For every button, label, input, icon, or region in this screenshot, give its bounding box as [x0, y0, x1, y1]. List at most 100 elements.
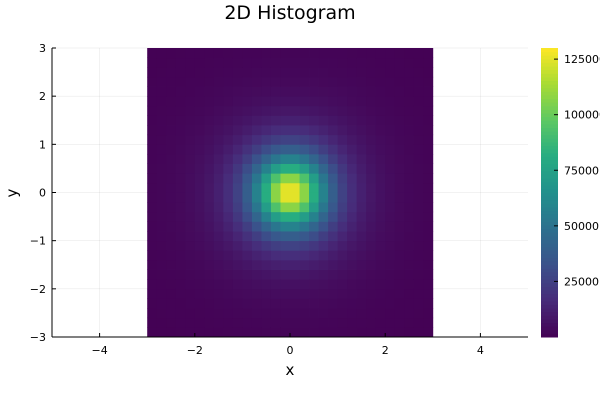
histogram-bin [204, 317, 215, 328]
histogram-bin [347, 269, 358, 280]
histogram-bin [394, 211, 405, 222]
histogram-bin [156, 86, 167, 97]
histogram-bin [194, 48, 205, 59]
histogram-bin [328, 298, 338, 309]
histogram-bin [309, 308, 319, 319]
histogram-bin [194, 134, 205, 145]
histogram-bin [242, 250, 253, 261]
histogram-bin [213, 231, 224, 242]
histogram-bin [299, 67, 310, 78]
histogram-bin [223, 67, 234, 78]
histogram-bin [175, 173, 186, 184]
histogram-bin [223, 231, 234, 242]
histogram-bin [175, 67, 186, 78]
histogram-bin [147, 173, 158, 184]
histogram-bin [223, 163, 234, 174]
histogram-bin [261, 269, 272, 280]
colorbar-segment [541, 149, 558, 154]
histogram-bin [242, 173, 253, 184]
histogram-bin [356, 86, 367, 97]
colorbar-segment [541, 239, 558, 244]
histogram-bin [223, 76, 234, 87]
histogram-bin [299, 57, 310, 68]
histogram-bin [413, 144, 424, 155]
histogram-bin [337, 327, 348, 338]
histogram-bin [328, 96, 338, 107]
histogram-bin [290, 163, 300, 174]
histogram-bin [156, 96, 167, 107]
histogram-bin [223, 48, 234, 59]
histogram-bin [185, 240, 196, 251]
histogram-bin [394, 259, 405, 270]
histogram-bin [223, 182, 234, 193]
colorbar-tick-label: 50000 [564, 220, 599, 233]
histogram-bin [309, 182, 319, 193]
histogram-bin [204, 250, 215, 261]
histogram-bin [309, 57, 319, 68]
histogram-bin [366, 317, 377, 328]
histogram-bin [194, 202, 205, 213]
histogram-bin [232, 202, 243, 213]
histogram-bin [318, 250, 329, 261]
histogram-bin [347, 327, 358, 338]
histogram-bin [309, 259, 319, 270]
histogram-bin [347, 153, 358, 164]
histogram-bin [328, 67, 338, 78]
histogram-bin [232, 240, 243, 251]
histogram-bin [318, 182, 329, 193]
histogram-bin [337, 144, 348, 155]
histogram-bin [270, 211, 281, 222]
histogram-bin [280, 125, 291, 136]
histogram-bin [394, 96, 405, 107]
colorbar-segment [541, 264, 558, 269]
histogram-bin [423, 211, 434, 222]
histogram-bin [175, 288, 186, 299]
histogram-bin [261, 173, 272, 184]
histogram-bin [213, 105, 224, 116]
histogram-bin [175, 240, 186, 251]
histogram-bin [413, 125, 424, 136]
histogram-bin [299, 115, 310, 126]
histogram-bin [375, 125, 386, 136]
histogram-bin [299, 202, 310, 213]
histogram-bin [270, 298, 281, 309]
histogram-bin [242, 48, 253, 59]
histogram-bin [318, 317, 329, 328]
histogram-bin [261, 96, 272, 107]
histogram-bin [261, 86, 272, 97]
histogram-bin [337, 86, 348, 97]
histogram-bin [290, 67, 300, 78]
histogram-bin [394, 269, 405, 280]
histogram-bin [156, 202, 167, 213]
histogram-bin [394, 288, 405, 299]
histogram-bin [147, 125, 158, 136]
histogram-bin [290, 134, 300, 145]
histogram-bin [394, 163, 405, 174]
histogram-bin [337, 202, 348, 213]
histogram-bin [147, 182, 158, 193]
histogram-bin [242, 269, 253, 280]
histogram-bin [261, 144, 272, 155]
histogram-bin [270, 288, 281, 299]
histogram-bin [213, 57, 224, 68]
histogram-bin [175, 86, 186, 97]
colorbar-segment [541, 257, 558, 262]
histogram-bin [337, 288, 348, 299]
histogram-bin [156, 211, 167, 222]
histogram-bin [232, 76, 243, 87]
histogram-bin [270, 317, 281, 328]
histogram-bin [394, 105, 405, 116]
histogram-bin [375, 57, 386, 68]
histogram-bin [175, 192, 186, 203]
colorbar-segment [541, 123, 558, 128]
histogram-bin [309, 192, 319, 203]
histogram-bin [147, 202, 158, 213]
histogram-bin [242, 86, 253, 97]
histogram-bin [356, 211, 367, 222]
histogram-bin [251, 279, 262, 290]
histogram-bin [166, 163, 177, 174]
histogram-bin [175, 308, 186, 319]
histogram-bin [299, 221, 310, 232]
histogram-bin [270, 173, 281, 184]
